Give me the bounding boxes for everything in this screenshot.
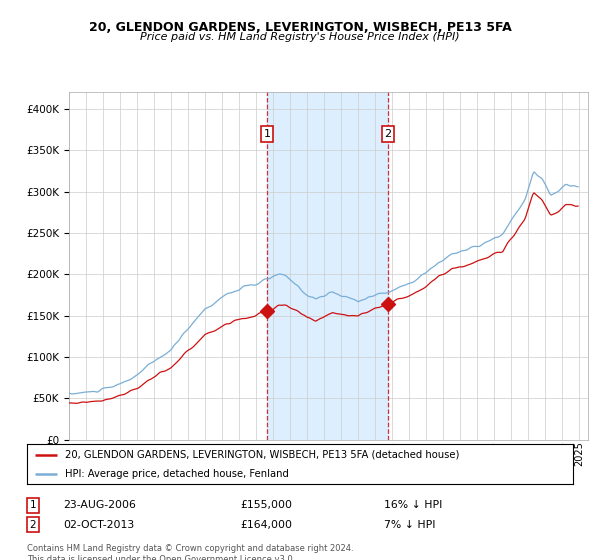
- Text: 1: 1: [29, 500, 37, 510]
- Text: 2: 2: [29, 520, 37, 530]
- Text: 02-OCT-2013: 02-OCT-2013: [63, 520, 134, 530]
- Text: £164,000: £164,000: [240, 520, 292, 530]
- Text: £155,000: £155,000: [240, 500, 292, 510]
- Text: 16% ↓ HPI: 16% ↓ HPI: [384, 500, 442, 510]
- Text: 7% ↓ HPI: 7% ↓ HPI: [384, 520, 436, 530]
- Text: 23-AUG-2006: 23-AUG-2006: [63, 500, 136, 510]
- Bar: [267, 92, 388, 440]
- Text: HPI: Average price, detached house, Fenland: HPI: Average price, detached house, Fenl…: [65, 469, 289, 478]
- Text: 1: 1: [263, 129, 271, 139]
- Text: 20, GLENDON GARDENS, LEVERINGTON, WISBECH, PE13 5FA (detached house): 20, GLENDON GARDENS, LEVERINGTON, WISBEC…: [65, 450, 460, 460]
- Text: 2: 2: [385, 129, 392, 139]
- Text: 20, GLENDON GARDENS, LEVERINGTON, WISBECH, PE13 5FA: 20, GLENDON GARDENS, LEVERINGTON, WISBEC…: [89, 21, 511, 34]
- Text: Price paid vs. HM Land Registry's House Price Index (HPI): Price paid vs. HM Land Registry's House …: [140, 32, 460, 42]
- Text: Contains HM Land Registry data © Crown copyright and database right 2024.
This d: Contains HM Land Registry data © Crown c…: [27, 544, 353, 560]
